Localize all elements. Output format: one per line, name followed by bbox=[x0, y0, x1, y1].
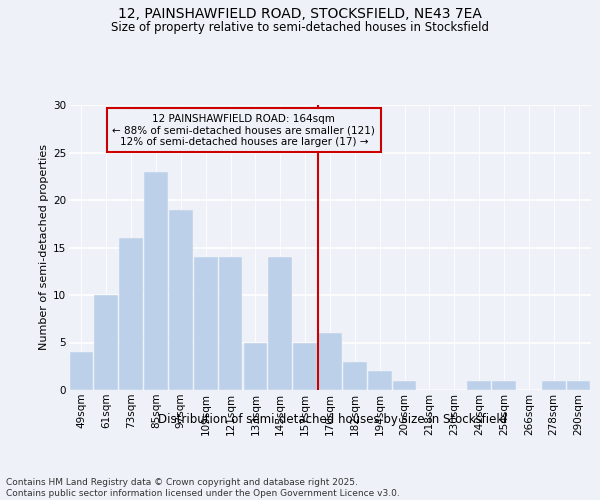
Bar bbox=[293, 342, 317, 390]
Text: Size of property relative to semi-detached houses in Stocksfield: Size of property relative to semi-detach… bbox=[111, 21, 489, 34]
Bar bbox=[70, 352, 93, 390]
Bar bbox=[567, 380, 590, 390]
Bar bbox=[542, 380, 566, 390]
Bar bbox=[94, 295, 118, 390]
Bar bbox=[393, 380, 416, 390]
Bar bbox=[169, 210, 193, 390]
Bar bbox=[219, 257, 242, 390]
Bar bbox=[144, 172, 168, 390]
Bar bbox=[244, 342, 267, 390]
Text: 12, PAINSHAWFIELD ROAD, STOCKSFIELD, NE43 7EA: 12, PAINSHAWFIELD ROAD, STOCKSFIELD, NE4… bbox=[118, 8, 482, 22]
Text: Contains HM Land Registry data © Crown copyright and database right 2025.
Contai: Contains HM Land Registry data © Crown c… bbox=[6, 478, 400, 498]
Bar bbox=[343, 362, 367, 390]
Text: Distribution of semi-detached houses by size in Stocksfield: Distribution of semi-detached houses by … bbox=[158, 412, 508, 426]
Bar bbox=[492, 380, 516, 390]
Bar bbox=[467, 380, 491, 390]
Y-axis label: Number of semi-detached properties: Number of semi-detached properties bbox=[39, 144, 49, 350]
Text: 12 PAINSHAWFIELD ROAD: 164sqm
← 88% of semi-detached houses are smaller (121)
12: 12 PAINSHAWFIELD ROAD: 164sqm ← 88% of s… bbox=[112, 114, 376, 147]
Bar bbox=[119, 238, 143, 390]
Bar bbox=[368, 371, 392, 390]
Bar bbox=[268, 257, 292, 390]
Bar bbox=[194, 257, 218, 390]
Bar bbox=[318, 333, 342, 390]
